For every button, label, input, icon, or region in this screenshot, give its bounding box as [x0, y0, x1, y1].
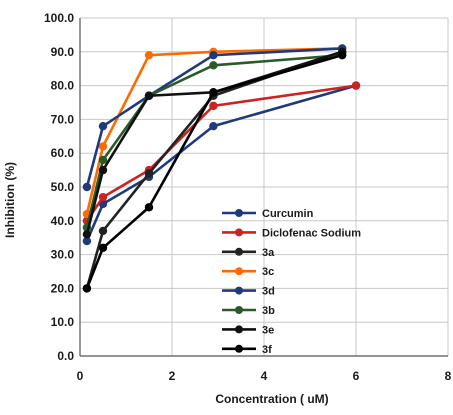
legend-marker [235, 247, 243, 256]
legend-entry: 3e [222, 324, 274, 336]
y-tick-label: 50.0 [51, 180, 75, 194]
data-point [98, 243, 108, 253]
data-point [144, 50, 154, 60]
legend-marker [235, 267, 243, 276]
series-3f [82, 50, 347, 293]
data-point [82, 284, 92, 293]
data-point [82, 230, 92, 239]
axes: 0.0 10.0 20.0 30.0 40.0 50.0 60.0 70.0 80.0 90.0 1… [44, 11, 452, 383]
legend-entry: Diclofenac Sodium [222, 227, 361, 239]
data-point [209, 101, 218, 111]
series-line [85, 50, 343, 289]
legend-entry: 3f [222, 344, 272, 356]
data-point [82, 236, 92, 246]
legend-label: 3b [262, 305, 275, 317]
data-point [82, 182, 92, 192]
series-3a [82, 47, 347, 293]
legend-entry: Curcumin [222, 208, 314, 220]
y-tick-label: 0.0 [57, 349, 74, 363]
legend-marker [235, 286, 243, 295]
data-point [144, 203, 154, 212]
legend-label: 3f [262, 344, 272, 356]
y-tick-label: 80.0 [51, 79, 75, 93]
series-line [85, 47, 343, 215]
legend-marker [235, 228, 243, 237]
y-tick-label: 60.0 [51, 146, 75, 160]
data-point [209, 50, 218, 60]
x-tick-label: 6 [353, 369, 360, 383]
series-lines [82, 44, 361, 293]
y-tick-label: 30.0 [51, 248, 75, 262]
legend-marker [235, 325, 243, 334]
x-tick-label: 4 [261, 369, 268, 383]
data-point [98, 192, 108, 202]
legend-entry: 3d [222, 286, 275, 298]
data-point [209, 121, 218, 131]
y-tick-label: 10.0 [51, 315, 75, 329]
data-point [98, 121, 108, 131]
y-tick-label: 20.0 [51, 281, 75, 295]
data-point [98, 142, 108, 151]
x-tick-label: 0 [77, 369, 84, 383]
y-axis-label: Inhibition (%) [3, 162, 17, 238]
legend: Curcumin Diclofenac Sodium 3a 3c 3d 3b 3e 3f [222, 208, 361, 356]
legend-entry: 3c [222, 266, 274, 278]
x-axis-label: Concentration ( uM) [215, 392, 328, 406]
legend-label: Diclofenac Sodium [262, 227, 361, 239]
data-point [209, 61, 218, 70]
data-point [98, 155, 108, 165]
data-point [144, 91, 154, 100]
data-point [351, 81, 361, 90]
legend-label: 3a [262, 247, 275, 259]
series-line [85, 50, 343, 235]
legend-marker [235, 306, 243, 314]
legend-label: 3c [262, 266, 274, 278]
data-point [98, 165, 108, 175]
legend-label: Curcumin [262, 208, 314, 220]
data-point [209, 88, 218, 97]
y-tick-label: 100.0 [44, 11, 74, 25]
legend-entry: 3b [222, 305, 275, 317]
y-tick-label: 70.0 [51, 112, 75, 126]
y-tick-label: 90.0 [51, 45, 75, 59]
legend-marker [235, 344, 243, 353]
data-point [338, 50, 347, 60]
legend-label: 3e [262, 324, 274, 336]
legend-label: 3d [262, 286, 275, 298]
x-tick-label: 8 [445, 369, 452, 383]
data-point [144, 169, 154, 178]
data-point [98, 226, 108, 236]
legend-entry: 3a [222, 247, 275, 259]
y-tick-label: 40.0 [51, 214, 75, 228]
legend-marker [235, 209, 243, 217]
x-tick-label: 2 [169, 369, 176, 383]
